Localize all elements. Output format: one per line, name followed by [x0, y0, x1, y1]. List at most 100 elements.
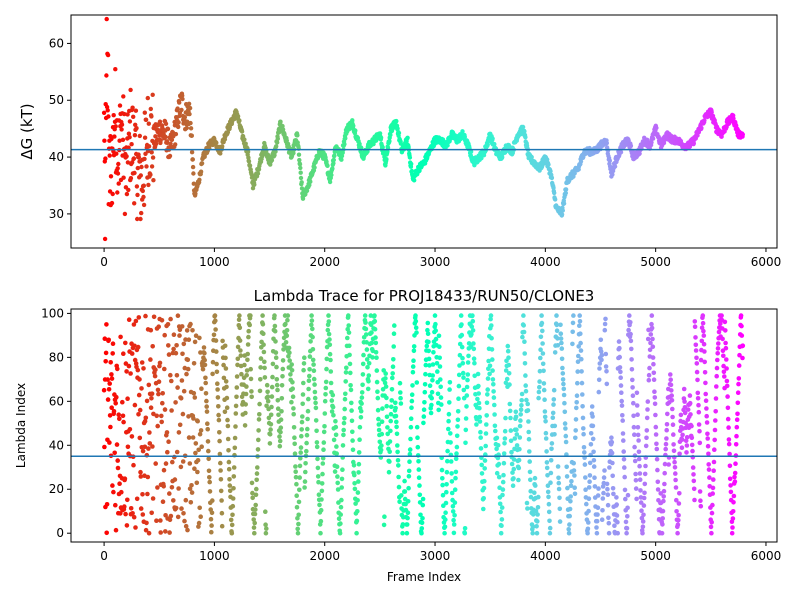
lambda-point [144, 520, 149, 526]
lambda-point [383, 376, 388, 381]
lambda-point [590, 423, 596, 429]
lambda-point [331, 437, 337, 443]
dg-point [553, 197, 558, 202]
lambda-point [557, 506, 563, 512]
lambda-point [558, 322, 563, 328]
lambda-point [595, 505, 601, 511]
lambda-point [305, 408, 311, 414]
lambda-point [297, 463, 303, 469]
lambda-point [338, 504, 344, 510]
lambda-point [326, 331, 332, 337]
lambda-point [516, 457, 522, 463]
dg-point [291, 150, 296, 156]
lambda-point [107, 413, 113, 418]
dg-point [242, 137, 247, 142]
lambda-point [586, 496, 592, 502]
lambda-point [691, 478, 697, 484]
lambda-point [430, 362, 436, 367]
lambda-point [246, 334, 251, 340]
lambda-point [115, 366, 120, 372]
lambda-point [440, 492, 446, 498]
lambda-point [635, 425, 641, 430]
lambda-point [426, 356, 432, 362]
dg-point [127, 119, 133, 124]
lambda-point [289, 368, 295, 373]
lambda-point [591, 449, 596, 455]
dg-point [177, 113, 182, 119]
lambda-point [303, 461, 308, 466]
lambda-point [390, 375, 395, 381]
dg-point [173, 131, 179, 137]
lambda-point [632, 432, 637, 438]
lambda-point [136, 412, 141, 417]
lambda-point [216, 404, 221, 409]
lambda-point [252, 520, 257, 526]
lambda-point [277, 438, 283, 444]
lambda-point [225, 423, 231, 429]
lambda-point [465, 360, 471, 365]
lambda-point [538, 334, 544, 340]
lambda-point [507, 382, 512, 387]
lambda-point [625, 505, 630, 511]
lambda-point [645, 336, 651, 342]
lambda-point [663, 441, 669, 447]
lambda-point [126, 363, 132, 369]
lambda-point [719, 313, 724, 318]
lambda-point [204, 409, 210, 414]
lambda-point [156, 324, 161, 330]
lambda-point [289, 362, 295, 367]
lambda-point [381, 522, 387, 528]
dg-point [163, 134, 168, 140]
lambda-point [530, 524, 536, 530]
lambda-point [227, 483, 233, 488]
lambda-point [417, 483, 422, 488]
lambda-point [402, 489, 408, 494]
lambda-point [470, 328, 476, 333]
lambda-point [104, 322, 109, 327]
lambda-point [226, 459, 232, 465]
lambda-point [228, 517, 234, 523]
lambda-point [275, 398, 281, 403]
lambda-point [198, 428, 204, 433]
lambda-point [712, 447, 717, 453]
lambda-point [237, 338, 243, 343]
lambda-point [581, 445, 587, 450]
lambda-point [568, 494, 573, 499]
lambda-point [694, 361, 700, 366]
lambda-point [634, 390, 640, 396]
lambda-point [466, 353, 471, 359]
lambda-point [490, 377, 496, 382]
lambda-y-tick-label: 40 [49, 438, 64, 452]
lambda-point [510, 483, 516, 489]
lambda-point [475, 371, 481, 377]
lambda-point [636, 449, 642, 455]
lambda-point [336, 516, 342, 521]
lambda-point [327, 342, 333, 348]
lambda-point [654, 441, 659, 447]
lambda-point [558, 331, 564, 337]
lambda-point [242, 362, 247, 368]
lambda-point [404, 522, 410, 527]
lambda-point [166, 343, 171, 348]
lambda-point [540, 341, 545, 346]
lambda-point [528, 488, 533, 494]
lambda-point [685, 407, 691, 412]
dg-y-tick-label: 60 [49, 36, 64, 50]
lambda-point [705, 443, 711, 449]
lambda-point [133, 525, 138, 530]
lambda-point [442, 524, 448, 530]
lambda-point [377, 439, 383, 445]
lambda-point [294, 505, 300, 510]
lambda-point [499, 517, 505, 522]
lambda-point [520, 334, 525, 340]
dg-axes-frame [70, 14, 778, 249]
lambda-point [364, 347, 370, 352]
lambda-point [492, 402, 497, 408]
lambda-point [445, 458, 450, 464]
lambda-point [341, 432, 346, 438]
lambda-point [481, 506, 486, 512]
lambda-point [410, 369, 416, 375]
lambda-point [402, 478, 407, 484]
